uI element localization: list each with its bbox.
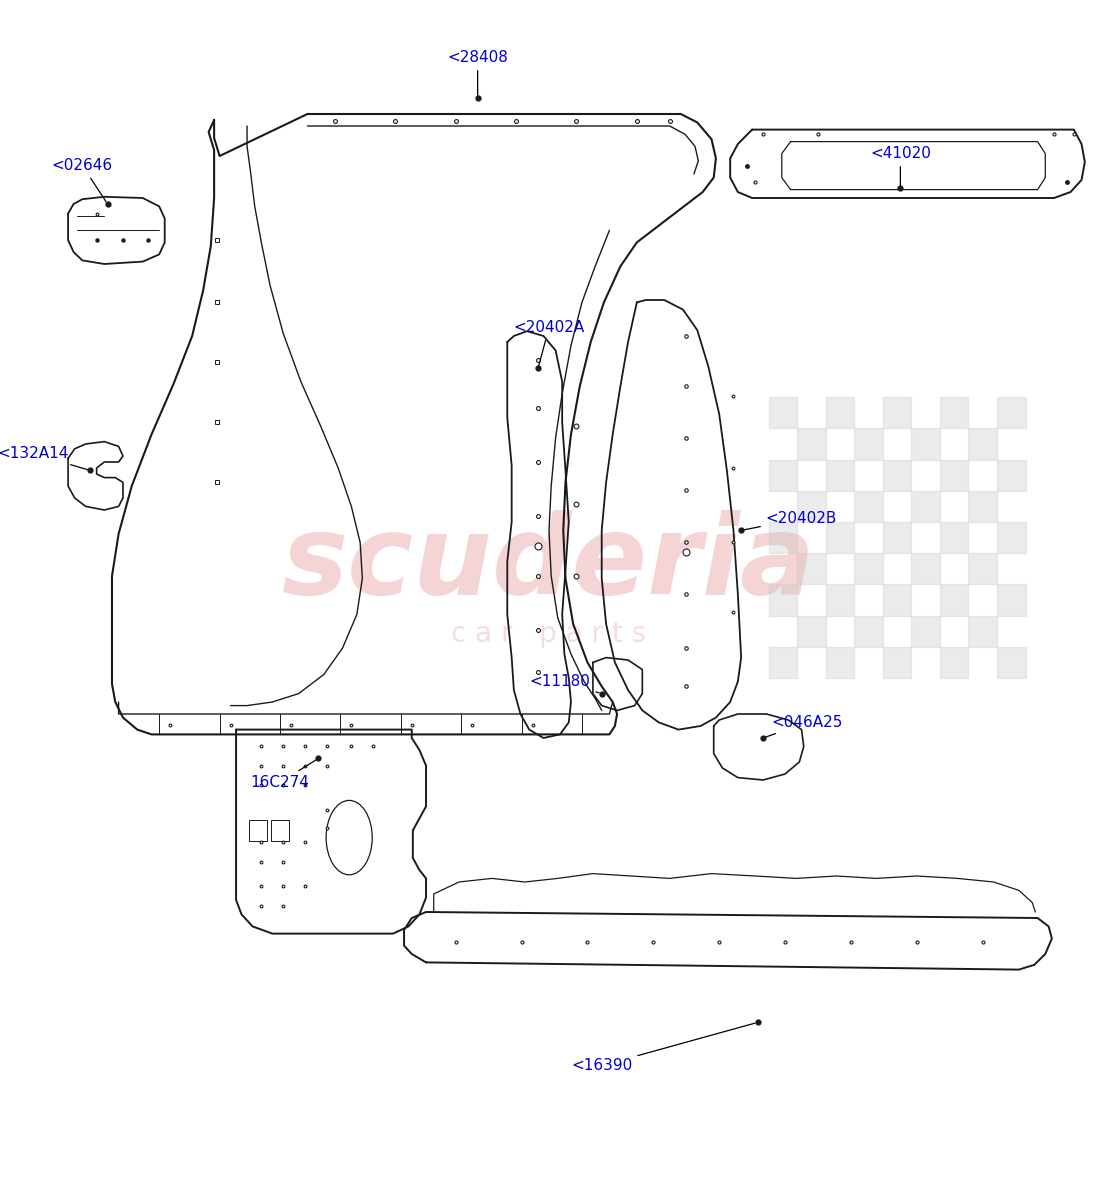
Text: 16C274: 16C274 [250,760,316,790]
Text: <20402A: <20402A [514,320,584,366]
Bar [883,460,911,491]
Bar [769,397,797,428]
Bar [883,397,911,428]
Bar [797,491,826,522]
Text: scuderia: scuderia [282,510,816,618]
Text: <20402B: <20402B [743,511,838,530]
Bar [940,647,968,678]
Bar [769,460,797,491]
Bar [883,522,911,553]
Bar [968,428,997,460]
Bar [826,397,854,428]
Bar [797,616,826,647]
Text: <41020: <41020 [870,146,931,186]
Bar [940,460,968,491]
Bar [883,647,911,678]
Text: <046A25: <046A25 [765,715,843,737]
Bar [826,584,854,616]
Bar [911,616,940,647]
Text: <02646: <02646 [52,158,113,202]
Bar [854,553,883,584]
Bar [997,647,1026,678]
Bar [940,397,968,428]
Bar [271,820,289,841]
Bar [997,522,1026,553]
Bar [826,522,854,553]
Bar [854,616,883,647]
Bar [911,428,940,460]
Bar [968,616,997,647]
Bar [997,584,1026,616]
Bar [249,820,267,841]
Bar [883,584,911,616]
Bar [854,428,883,460]
Bar [826,647,854,678]
Text: <11180: <11180 [529,674,600,692]
Bar [940,522,968,553]
Bar [769,647,797,678]
Bar [826,460,854,491]
Bar [854,491,883,522]
Bar [997,460,1026,491]
Bar [769,522,797,553]
Bar [797,428,826,460]
Bar [997,397,1026,428]
Bar [940,584,968,616]
Text: <28408: <28408 [447,50,508,96]
Bar [911,553,940,584]
Text: <132A14: <132A14 [0,446,88,469]
Bar [769,584,797,616]
Text: <16390: <16390 [571,1024,755,1073]
Text: c a r   p a r t s: c a r p a r t s [451,619,647,648]
Bar [911,491,940,522]
Bar [968,491,997,522]
Bar [797,553,826,584]
Bar [968,553,997,584]
